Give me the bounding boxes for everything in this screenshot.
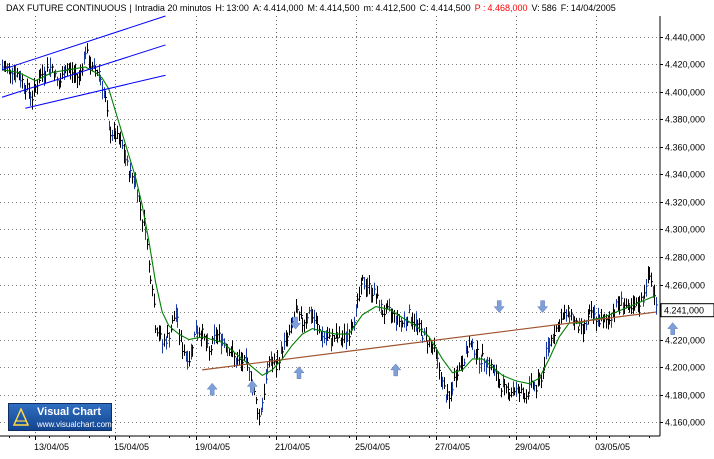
down-arrow-marker <box>537 300 549 313</box>
visual-chart-logo: Visual Chart www.visualchart.com <box>8 403 112 431</box>
logo-mark-icon <box>13 408 29 426</box>
time-value: 13:00 <box>226 3 249 13</box>
channel-line <box>1 44 166 98</box>
moving-average-line <box>1 66 657 385</box>
last-price-box <box>660 303 714 318</box>
y-tick-label: 4.320,000 <box>665 198 705 208</box>
y-tick-label: 4.280,000 <box>665 253 705 263</box>
y-tick-label: 4.160,000 <box>665 418 705 428</box>
instrument-name: DAX FUTURE CONTINUOUS <box>6 3 127 13</box>
up-arrow-marker <box>667 322 679 335</box>
high-label: M: <box>307 3 318 13</box>
support-trendline <box>202 311 657 371</box>
volume-value: 586 <box>541 3 557 13</box>
logo-title: Visual Chart <box>37 406 101 418</box>
time-label: H: <box>215 3 225 13</box>
down-arrow-marker <box>290 316 302 330</box>
y-tick-label: 4.260,000 <box>665 281 705 291</box>
last-price-label: 4.241,000 <box>664 306 704 316</box>
up-arrow-marker <box>293 366 305 379</box>
x-tick-label: 15/04/05 <box>114 442 149 452</box>
up-arrow-marker <box>390 363 402 377</box>
close-value: 4.414,500 <box>430 3 471 13</box>
pointer-label: P : <box>474 3 486 13</box>
axis-layer: 4.160,000 4.180,000 4.200,000 4.220,000 4.24… <box>0 16 714 452</box>
x-tick-label: 29/04/05 <box>515 442 550 452</box>
marks-layer <box>1 15 679 426</box>
header-separator: | <box>129 3 132 13</box>
open-value: 4.414,000 <box>263 3 304 13</box>
open-label: A: <box>252 3 262 13</box>
timeframe-label: Intradia 20 minutos <box>134 3 212 13</box>
low-value: 4.412,500 <box>375 3 416 13</box>
y-tick-label: 4.340,000 <box>665 170 705 180</box>
x-tick-label: 21/04/05 <box>275 442 310 452</box>
x-tick-label: 13/04/05 <box>34 442 69 452</box>
y-tick-label: 4.360,000 <box>665 143 705 153</box>
high-value: 4.414,500 <box>319 3 360 13</box>
y-tick-label: 4.380,000 <box>665 115 705 125</box>
channel-line <box>1 15 166 71</box>
y-tick-label: 4.180,000 <box>665 391 705 401</box>
date-value: 14/04/2005 <box>570 3 616 13</box>
date-label: F: <box>560 3 569 13</box>
x-tick-label: 25/04/05 <box>355 442 390 452</box>
y-tick-label: 4.220,000 <box>665 336 705 346</box>
x-tick-label: 03/05/05 <box>595 442 630 452</box>
y-tick-label: 4.420,000 <box>665 60 705 70</box>
up-arrow-marker <box>206 382 218 396</box>
pointer-value: 4.468,000 <box>487 3 528 13</box>
low-label: m: <box>363 3 374 13</box>
y-tick-label: 4.300,000 <box>665 225 705 235</box>
volume-label: V: <box>531 3 540 13</box>
up-arrow-marker <box>246 380 258 393</box>
logo-url: www.visualchart.com <box>37 420 112 429</box>
y-tick-label: 4.400,000 <box>665 88 705 98</box>
close-label: C: <box>419 3 429 13</box>
y-tick-label: 4.200,000 <box>665 363 705 373</box>
channel-line <box>25 74 166 109</box>
y-tick-label: 4.440,000 <box>665 33 705 43</box>
x-tick-label: 19/04/05 <box>195 442 230 452</box>
down-arrow-marker <box>493 300 505 313</box>
chart-header: DAX FUTURE CONTINUOUS | Intradia 20 minu… <box>0 0 660 16</box>
x-tick-label: 27/04/05 <box>435 442 470 452</box>
